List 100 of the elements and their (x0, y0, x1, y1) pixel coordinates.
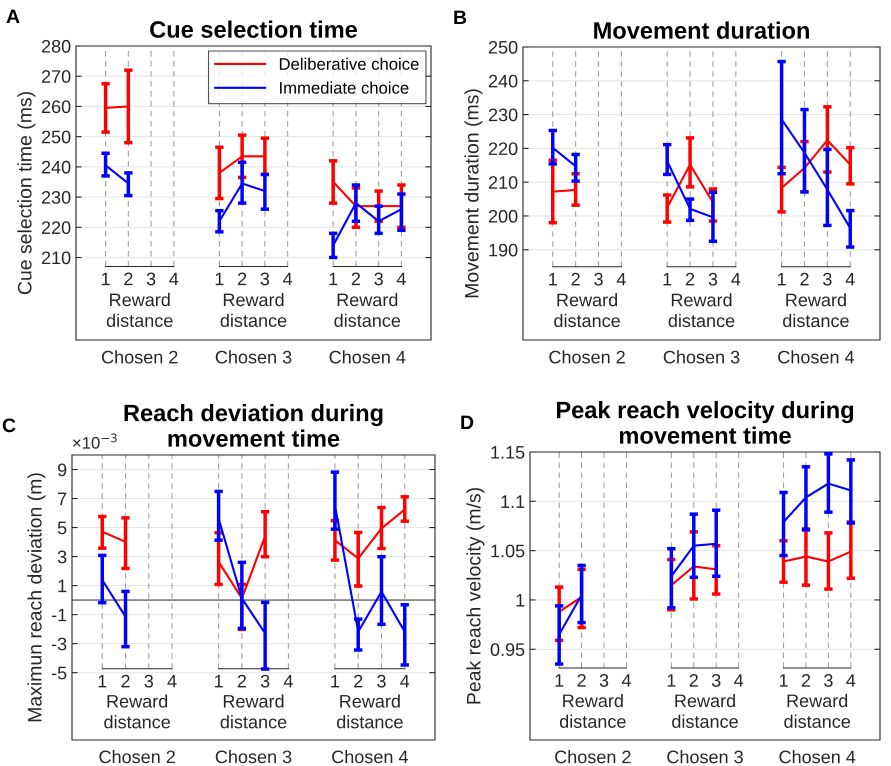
x-tick-label: 4 (846, 272, 855, 286)
annotation: Reward distance (106, 292, 173, 327)
text: Chosen 4 (330, 350, 406, 364)
x-tick-label: 1 (778, 272, 786, 286)
annotation: Reward distance (560, 694, 626, 728)
x-tick-label: 4 (396, 272, 406, 286)
text: Chosen 4 (332, 750, 408, 764)
x-tick-label: 3 (260, 272, 270, 286)
annotation: Reward distance (336, 694, 403, 728)
y-tick-label: 240 (488, 74, 518, 88)
text: Chosen 2 (555, 750, 631, 764)
x-tick-label: 4 (734, 674, 744, 687)
x-tick-label: 4 (616, 272, 626, 286)
legend-label: Deliberative choice (280, 58, 419, 70)
text: Chosen 2 (549, 350, 625, 364)
x-tick-label: 3 (260, 674, 270, 688)
y-tick-label: -1 (52, 608, 66, 622)
x-tick-label: 2 (572, 272, 580, 286)
x-tick-label: 3 (594, 272, 603, 286)
x-tick-label: 2 (238, 272, 246, 286)
x-tick-label: 4 (846, 674, 856, 687)
x-tick-label: 3 (823, 272, 832, 286)
y-tick-label: 9 (58, 463, 66, 476)
y-tick-label: 220 (42, 221, 70, 234)
x-tick-label: 3 (146, 272, 156, 286)
text: D (461, 416, 474, 430)
y-tick-label: -5 (52, 666, 66, 680)
chart-title: Movement duration (594, 22, 809, 39)
text: Chosen 2 (99, 750, 175, 764)
y-axis-title: Cue selection time (ms) (17, 92, 36, 294)
annotation: Reward distance (220, 292, 286, 327)
x-tick-label: 4 (622, 674, 631, 687)
x-tick-label: 1 (549, 272, 557, 286)
annotation: Reward distance (668, 293, 734, 328)
x-tick-label: 2 (686, 272, 694, 286)
x-tick-label: 1 (98, 674, 106, 688)
x-tick-label: 4 (169, 272, 178, 286)
x-tick-label: 2 (690, 674, 698, 687)
annotation: Reward distance (220, 694, 286, 728)
x-tick-label: 2 (238, 674, 246, 688)
y-tick-label: 230 (488, 108, 518, 122)
y-tick-label: 1 (58, 580, 66, 592)
y-tick-label: 190 (489, 244, 518, 256)
x-tick-label: 4 (284, 674, 293, 688)
y-axis-title: Peak reach velocity (m/s) (466, 488, 484, 704)
x-tick-label: 2 (124, 272, 132, 286)
y-tick-label: 1.1 (501, 495, 524, 508)
x-tick-label: 1 (216, 272, 224, 286)
y-tick-label: 230 (42, 191, 70, 204)
x-tick-label: 1 (330, 272, 338, 286)
x-tick-label: 3 (377, 674, 386, 688)
x-tick-label: 1 (102, 272, 110, 286)
annotation: Reward distance (334, 292, 400, 327)
x-tick-label: 3 (144, 674, 154, 688)
y-tick-label: 270 (42, 70, 70, 83)
y-tick-label: 210 (488, 176, 518, 189)
text: Chosen 3 (664, 350, 740, 364)
x-tick-label: 2 (577, 674, 586, 687)
x-tick-label: 3 (824, 674, 833, 687)
x-tick-label: 4 (283, 272, 292, 286)
x-tick-label: 2 (352, 272, 360, 286)
y-tick-label: 200 (488, 210, 518, 223)
y-tick-label: 220 (488, 142, 518, 156)
y-tick-label: 250 (42, 130, 70, 144)
x-tick-label: 2 (121, 674, 130, 688)
y-tick-label: 1 (516, 594, 524, 606)
x-tick-label: 1 (331, 674, 340, 688)
x-tick-label: 3 (374, 272, 383, 286)
x-tick-label: 3 (708, 272, 718, 286)
annotation: Reward distance (554, 293, 620, 328)
chart-title: Peak reach velocity during movement time (556, 401, 854, 444)
text: A (6, 10, 20, 24)
text: Chosen 3 (216, 350, 292, 364)
y-axis-title: Movement duration (ms) (464, 89, 482, 298)
x-tick-label: 2 (354, 674, 362, 688)
y-tick-label: 260 (42, 100, 70, 114)
text: Chosen 4 (779, 750, 856, 764)
y-tick-label: 280 (42, 40, 70, 53)
annotation: Reward distance (104, 694, 170, 728)
y-tick-label: 1.05 (491, 544, 524, 558)
x-tick-label: 2 (800, 272, 809, 286)
y-tick-label: 240 (42, 160, 70, 174)
x-tick-label: 4 (400, 674, 410, 688)
annotation: Reward distance (783, 293, 849, 328)
chart-title: Reach deviation during movement time (124, 404, 382, 447)
x-tick-label: 1 (214, 674, 223, 688)
text: Chosen 3 (216, 750, 292, 764)
text: ×10$^{−3}$ (73, 434, 117, 449)
x-tick-label: 4 (731, 272, 740, 286)
y-tick-label: 7 (58, 492, 66, 506)
x-tick-label: 2 (802, 674, 810, 687)
y-tick-label: 5 (58, 522, 66, 534)
y-tick-label: -3 (52, 638, 66, 650)
y-tick-label: 3 (58, 550, 66, 564)
y-tick-label: 250 (488, 40, 518, 54)
text: Chosen 4 (778, 350, 854, 364)
annotation: Reward distance (672, 694, 738, 728)
x-tick-label: 3 (712, 674, 720, 687)
x-tick-label: 1 (664, 272, 672, 286)
chart-title: Cue selection time (150, 20, 358, 38)
